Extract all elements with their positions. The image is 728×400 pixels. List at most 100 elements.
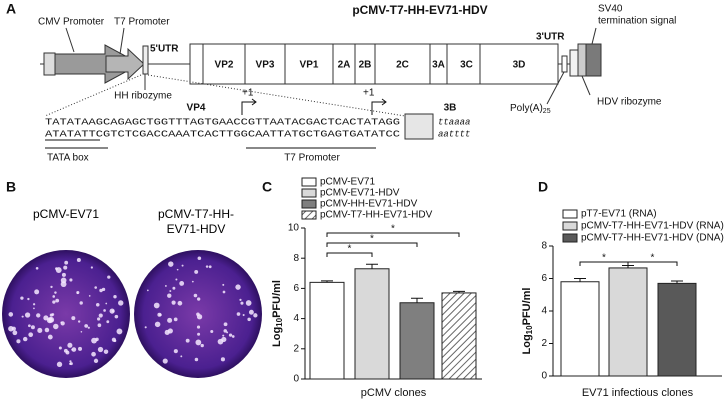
label-part: Poly(A) [510, 103, 543, 114]
plaque [32, 303, 36, 306]
plaque [20, 296, 24, 300]
plaque [52, 300, 56, 304]
zoom-line [147, 74, 406, 117]
label-part: Log [521, 334, 533, 354]
bar [657, 282, 697, 377]
plaque [240, 301, 244, 305]
label-part: PFU/ml [521, 288, 533, 326]
y-tick-label: 0 [541, 371, 547, 382]
plaque [94, 286, 98, 289]
plaque [77, 320, 81, 323]
plaque [60, 321, 63, 324]
plaque [61, 272, 66, 277]
leader [119, 27, 125, 55]
plaque [236, 312, 241, 316]
plaque [44, 327, 50, 333]
significance-label: * [391, 224, 395, 235]
y-tick-label: 10 [288, 223, 300, 234]
legend-label: pCMV-EV71-HDV [320, 188, 400, 199]
plaque [95, 303, 100, 307]
plaque [195, 339, 202, 346]
plaque [98, 313, 103, 318]
plaque [113, 339, 117, 343]
legend-swatch [301, 177, 317, 187]
plaque [99, 288, 103, 293]
leader [591, 27, 597, 45]
label: HDV ribozyme [597, 97, 662, 108]
start-arrow [371, 98, 387, 115]
gene-label: VP1 [300, 60, 319, 71]
plaque [21, 315, 24, 318]
plaque [179, 280, 185, 286]
plaque [30, 325, 35, 330]
sequence: ttaaaa [438, 117, 470, 127]
gene-label: 3D [513, 60, 526, 71]
y-tick-label: 6 [541, 273, 547, 284]
plaque [196, 325, 201, 329]
label: CMV Promoter [38, 17, 105, 28]
plaque [69, 360, 72, 363]
label: VP4 [187, 103, 206, 114]
plaque [193, 293, 198, 298]
element [585, 43, 602, 77]
plaque [222, 290, 226, 294]
plaque [64, 260, 69, 265]
plaque [228, 333, 233, 337]
plaque [54, 291, 57, 294]
plaque [103, 349, 109, 354]
plaque [181, 264, 184, 267]
gene-label: 2B [359, 60, 372, 71]
gene-label: 3A [432, 60, 445, 71]
construct-diagram: pCMV-T7-HH-EV71-HDV CMV Promoter T7 Prom… [38, 3, 676, 163]
label: T7 Promoter [284, 153, 340, 164]
plaque [84, 324, 89, 328]
error-bar [574, 278, 586, 282]
plaque [185, 338, 190, 343]
y-tick-label: 0 [293, 374, 299, 385]
sequence: TATATAAGCAGAGCTGGTTTAGTGAACCGTTAATACGACT… [45, 117, 400, 127]
legend-label: pCMV-T7-HH-EV71-HDV [320, 210, 433, 221]
legend-swatch [301, 199, 317, 209]
plaque [222, 283, 225, 286]
plaque [196, 312, 200, 317]
plaque [76, 258, 81, 263]
leader [581, 75, 591, 96]
plaque [164, 329, 170, 335]
y-tick-label: 2 [293, 343, 299, 354]
label-part: PFU/ml [271, 280, 283, 318]
label: Poly(A)25 [510, 103, 551, 115]
plaque [16, 339, 21, 344]
significance-label: * [602, 253, 606, 264]
plaque [8, 325, 14, 332]
plaque [63, 265, 68, 270]
hh-box [142, 45, 149, 75]
error-bar [671, 280, 683, 284]
element [43, 52, 56, 76]
plaque [220, 357, 225, 362]
plaque [55, 267, 62, 274]
label-part: 25 [543, 108, 551, 115]
plaque [157, 312, 162, 317]
plaque [71, 348, 73, 351]
gene-label: 3C [460, 60, 473, 71]
plaque [28, 332, 34, 338]
plaque [78, 346, 83, 351]
plaque [242, 314, 245, 317]
bar [354, 268, 390, 380]
label: SV40 [598, 4, 623, 15]
label-part: 10 [275, 317, 284, 326]
plaque [231, 335, 235, 338]
plaque [69, 278, 73, 282]
plaque [172, 286, 176, 290]
plaque [49, 313, 53, 317]
plaque [222, 334, 225, 337]
plaque [28, 324, 31, 328]
gene-label: VP2 [215, 60, 234, 71]
plaque [97, 317, 101, 321]
gene-group: VP2 VP3 VP1 2A 2B 2C 3A 3C 3D [202, 44, 559, 84]
plaque [194, 357, 199, 362]
significance-label: * [370, 234, 374, 245]
plaque [37, 327, 43, 333]
legend-swatch [562, 233, 578, 243]
